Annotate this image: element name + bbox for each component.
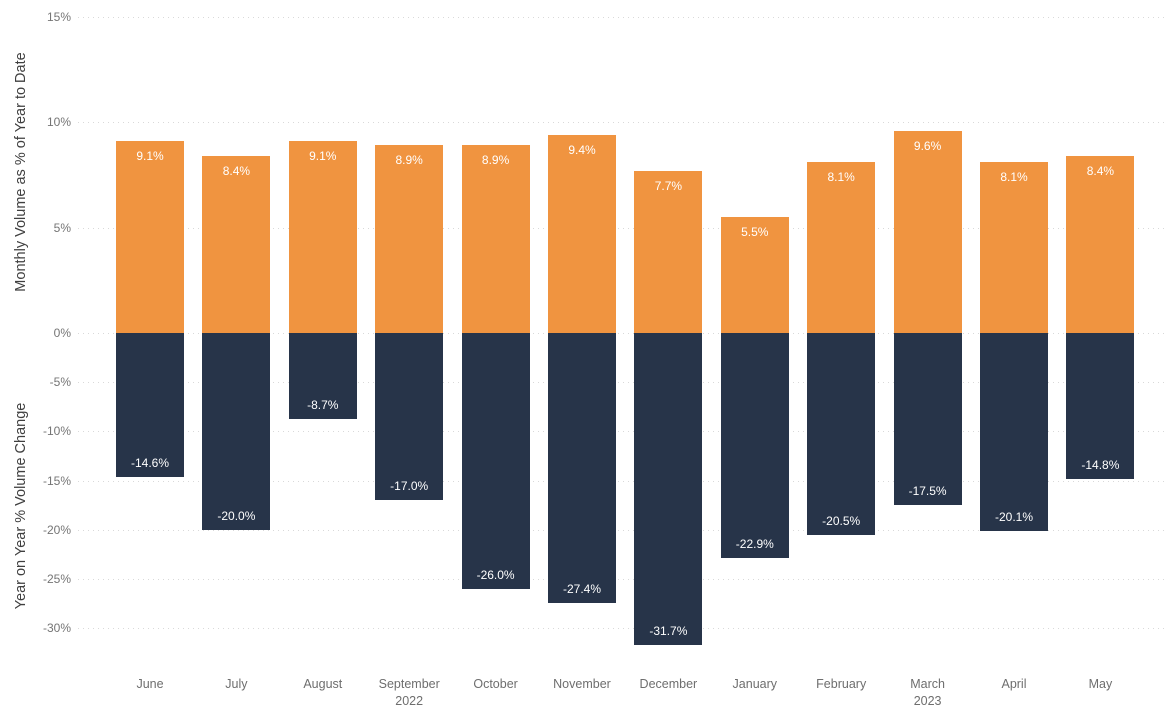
bar-data-label: 8.4%	[222, 164, 251, 178]
bar-negative-october[interactable]: -26.0%	[461, 333, 530, 589]
bar-positive-february[interactable]: 8.1%	[807, 162, 876, 333]
bar-data-label: -20.5%	[822, 513, 861, 528]
bar-negative-february[interactable]: -20.5%	[807, 333, 876, 535]
bar-data-label: 8.1%	[1000, 170, 1028, 185]
gridline	[78, 579, 1168, 580]
bar-data-label: 8.9%	[481, 153, 510, 168]
gridline	[78, 227, 1168, 229]
x-axis-label-november: November	[553, 677, 611, 691]
x-axis-label-march: March	[910, 677, 945, 691]
bar-negative-july[interactable]: -20.0%	[202, 333, 271, 530]
x-axis-label-february: February	[816, 677, 867, 691]
bar-data-label: -14.8%	[1081, 457, 1120, 472]
y-axis-tick-label: -15%	[42, 473, 71, 488]
bar-data-label: -17.0%	[390, 479, 429, 494]
bar-negative-june[interactable]: -14.6%	[116, 333, 184, 477]
y-axis-tick-label: 5%	[53, 220, 71, 235]
bar-data-label: 9.6%	[913, 138, 942, 153]
bar-data-label: -20.1%	[994, 509, 1034, 524]
gridline	[78, 431, 1168, 433]
bar-positive-april[interactable]: 8.1%	[980, 162, 1048, 333]
bar-negative-september[interactable]: -17.0%	[375, 333, 444, 501]
gridline	[78, 16, 1168, 18]
bar-data-label: -20.0%	[217, 508, 256, 523]
y-axis-tick-label: 0%	[53, 326, 71, 340]
bar-negative-may[interactable]: -14.8%	[1066, 333, 1135, 479]
bar-positive-november[interactable]: 9.4%	[548, 134, 616, 333]
x-axis-label-april: April	[1001, 677, 1027, 691]
bar-positive-march[interactable]: 9.6%	[893, 130, 962, 333]
bar-data-label: 8.1%	[827, 170, 855, 185]
gridline	[78, 122, 1168, 124]
bar-data-label: -22.9%	[735, 537, 774, 552]
bar-data-label: 5.5%	[741, 225, 769, 240]
bar-data-label: 9.4%	[568, 142, 596, 157]
gridline	[78, 529, 1168, 531]
bar-data-label: -31.7%	[649, 623, 688, 638]
bar-positive-january[interactable]: 5.5%	[720, 217, 789, 333]
x-axis-label-july: July	[225, 677, 248, 691]
x-axis-year-label: 2023	[913, 694, 942, 708]
bar-positive-september[interactable]: 8.9%	[375, 145, 444, 333]
x-axis-label-august: August	[303, 677, 343, 691]
x-axis-label-june: June	[136, 677, 164, 691]
bar-positive-december[interactable]: 7.7%	[634, 170, 703, 333]
gridline	[78, 628, 1168, 630]
bar-data-label: 9.1%	[309, 149, 337, 164]
bar-negative-april[interactable]: -20.1%	[980, 333, 1048, 531]
y-axis-tick-label: -5%	[49, 375, 71, 390]
x-axis-label-december: December	[639, 677, 698, 691]
bar-negative-january[interactable]: -22.9%	[720, 333, 789, 559]
bar-positive-may[interactable]: 8.4%	[1066, 156, 1135, 333]
gridline	[78, 333, 1168, 334]
y-axis-tick-label: -20%	[42, 522, 71, 537]
bar-data-label: -17.5%	[908, 484, 947, 499]
y-axis-tick-label: -10%	[42, 424, 71, 439]
y-axis-tick-label: 10%	[46, 115, 71, 130]
bar-data-label: -27.4%	[562, 581, 602, 596]
y-axis-tick-label: -30%	[42, 621, 71, 636]
bar-positive-august[interactable]: 9.1%	[288, 141, 357, 333]
gridline	[78, 382, 1168, 384]
x-axis-year-label: 2022	[395, 694, 424, 708]
bar-data-label: 9.1%	[136, 149, 164, 164]
bar-data-label: -8.7%	[307, 397, 339, 412]
bar-negative-march[interactable]: -17.5%	[893, 333, 962, 506]
x-axis-label-may: May	[1088, 677, 1113, 691]
bar-positive-july[interactable]: 8.4%	[202, 156, 271, 333]
bar-data-label: -26.0%	[476, 567, 515, 582]
bar-data-label: 8.9%	[395, 153, 423, 168]
bar-data-label: 8.4%	[1086, 164, 1115, 178]
gridline	[78, 480, 1168, 482]
bar-data-label: 7.7%	[654, 178, 683, 193]
y-axis-tick-label: 15%	[46, 9, 71, 24]
bar-positive-june[interactable]: 9.1%	[116, 141, 184, 333]
bar-positive-october[interactable]: 8.9%	[461, 145, 530, 333]
y-axis-tick-label: -25%	[42, 572, 71, 586]
bar-negative-december[interactable]: -31.7%	[634, 333, 703, 645]
x-axis-label-september: September	[378, 677, 440, 691]
x-axis-label-january: January	[732, 677, 778, 691]
bar-negative-august[interactable]: -8.7%	[288, 333, 357, 419]
bar-negative-november[interactable]: -27.4%	[548, 333, 616, 603]
bar-data-label: -14.6%	[130, 455, 170, 470]
x-axis-label-october: October	[473, 677, 518, 691]
